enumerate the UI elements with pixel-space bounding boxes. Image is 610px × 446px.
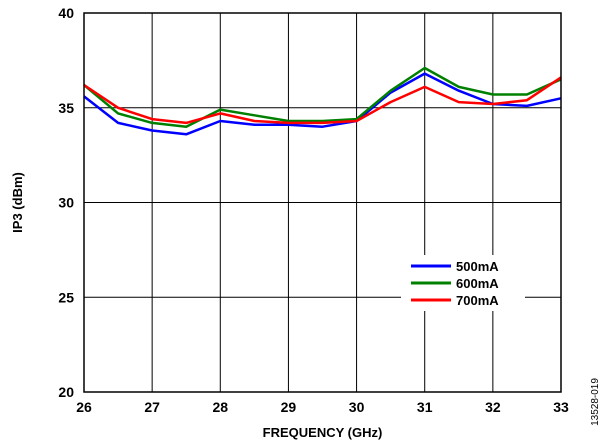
legend-label: 500mA (456, 259, 499, 274)
y-axis-label: IP3 (dBm) (10, 172, 25, 233)
x-axis-label: FREQUENCY (GHz) (263, 425, 383, 440)
series-line-700mA (83, 76, 562, 125)
grid (84, 13, 561, 392)
y-tick-label: 35 (58, 100, 74, 116)
figure-id: 13528-019 (590, 378, 601, 426)
legend-label: 700mA (456, 293, 499, 308)
legend: 500mA 600mA 700mA (401, 255, 525, 311)
series-line-500mA (83, 72, 562, 136)
x-tick-label: 27 (144, 399, 160, 415)
x-tick-label: 31 (417, 399, 433, 415)
plot-frame (83, 12, 562, 393)
x-tick-label: 30 (349, 399, 365, 415)
y-tick-label: 25 (58, 289, 74, 305)
x-tick-label: 28 (212, 399, 228, 415)
y-tick-label: 30 (58, 195, 74, 211)
y-tick-label: 40 (58, 5, 74, 21)
legend-label: 600mA (456, 276, 499, 291)
series-lines (83, 66, 562, 136)
x-tick-label: 26 (76, 399, 92, 415)
series-line-600mA (83, 66, 562, 128)
x-tick-label: 29 (281, 399, 297, 415)
y-tick-label: 20 (58, 384, 74, 400)
x-tick-label: 33 (553, 399, 569, 415)
x-tick-label: 32 (485, 399, 501, 415)
tick-labels: 26 27 28 29 30 31 32 33 20 25 30 35 40 (58, 5, 569, 415)
